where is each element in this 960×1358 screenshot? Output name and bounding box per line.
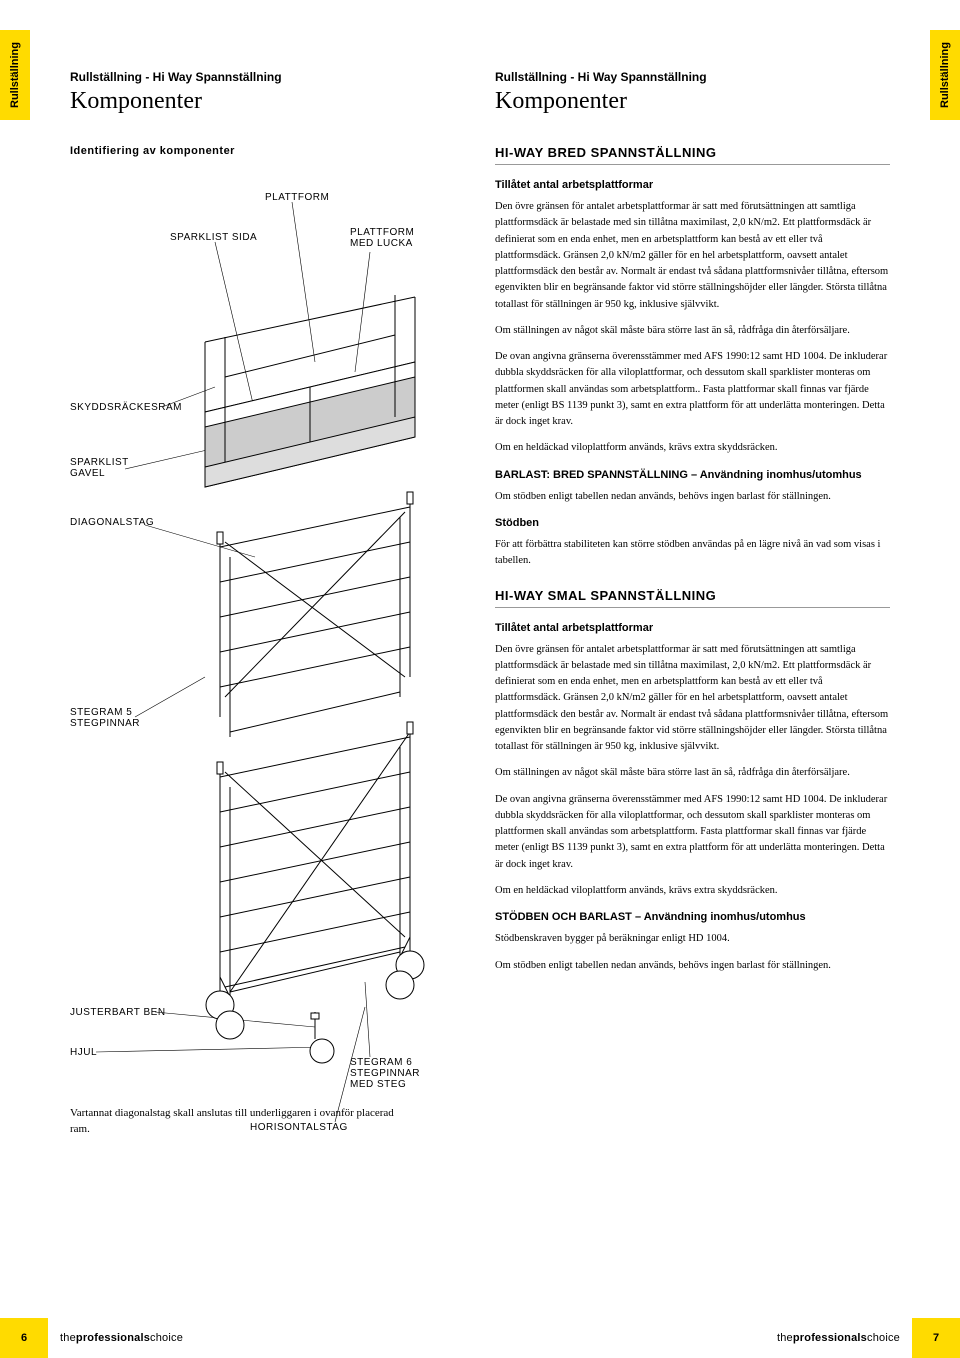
side-tab-left-text: Rullställning: [9, 42, 21, 108]
page-num-right: 7: [912, 1318, 960, 1358]
para-12: Om stödben enligt tabellen nedan används…: [495, 958, 890, 974]
para-9: De ovan angivna gränserna överensstämmer…: [495, 792, 890, 873]
right-header: Rullställning - Hi Way Spannställning Ko…: [495, 70, 890, 115]
sub-bred-1: Tillåtet antal arbetsplattformar: [495, 179, 890, 191]
sub-stodben-barlast: STÖDBEN OCH BARLAST – Användning inomhus…: [495, 911, 890, 923]
heading-bred: HI-WAY BRED SPANNSTÄLLNING: [495, 145, 890, 165]
para-6: För att förbättra stabiliteten kan störr…: [495, 537, 890, 570]
para-4: Om en heldäckad viloplattform används, k…: [495, 440, 890, 456]
sub-smal-1: Tillåtet antal arbetsplattformar: [495, 622, 890, 634]
para-10: Om en heldäckad viloplattform används, k…: [495, 883, 890, 899]
scaffold-diagram: [70, 177, 465, 1157]
side-tab-right: Rullställning: [930, 30, 960, 120]
side-tab-right-text: Rullställning: [939, 42, 951, 108]
para-2: Om ställningen av något skäl måste bära …: [495, 323, 890, 339]
side-tab-left: Rullställning: [0, 30, 30, 120]
identify-heading: Identifiering av komponenter: [70, 145, 465, 157]
diagram-caption: Vartannat diagonalstag skall anslutas ti…: [70, 1106, 406, 1137]
sub-barlast: BARLAST: BRED SPANNSTÄLLNING – Användnin…: [495, 469, 890, 481]
right-title: Komponenter: [495, 88, 890, 115]
diagram-area: PLATTFORM SPARKLIST SIDA PLATTFORMMED LU…: [70, 177, 465, 1157]
sub-stodben: Stödben: [495, 517, 890, 529]
para-5: Om stödben enligt tabellen nedan används…: [495, 489, 890, 505]
heading-smal: HI-WAY SMAL SPANNSTÄLLNING: [495, 588, 890, 608]
para-11: Stödbenskraven bygger på beräkningar enl…: [495, 931, 890, 947]
footer-left: 6 theprofessionalschoice: [0, 1318, 183, 1358]
left-subtitle: Rullställning - Hi Way Spannställning: [70, 70, 465, 84]
brand-right: theprofessionalschoice: [777, 1332, 900, 1344]
left-header: Rullställning - Hi Way Spannställning Ko…: [70, 70, 465, 115]
left-title: Komponenter: [70, 88, 465, 115]
para-7: Den övre gränsen för antalet arbetsplatt…: [495, 642, 890, 756]
brand-left: theprofessionalschoice: [60, 1332, 183, 1344]
footer-right: theprofessionalschoice 7: [777, 1318, 960, 1358]
page-num-left: 6: [0, 1318, 48, 1358]
right-subtitle: Rullställning - Hi Way Spannställning: [495, 70, 890, 84]
para-1: Den övre gränsen för antalet arbetsplatt…: [495, 199, 890, 313]
para-3: De ovan angivna gränserna överensstämmer…: [495, 349, 890, 430]
footer: 6 theprofessionalschoice theprofessional…: [0, 1318, 960, 1358]
para-8: Om ställningen av något skäl måste bära …: [495, 765, 890, 781]
